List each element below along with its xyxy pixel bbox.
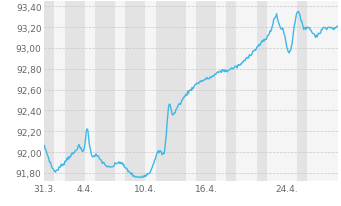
Bar (115, 2, 125, 181)
Bar (297, 2, 307, 181)
Bar (267, 2, 297, 181)
Bar (155, 2, 186, 181)
Bar (196, 2, 216, 181)
Bar (125, 2, 146, 181)
Bar (307, 2, 338, 181)
Bar (226, 2, 236, 181)
Bar (146, 2, 155, 181)
Bar (186, 2, 196, 181)
Bar (95, 2, 115, 181)
Bar (216, 2, 226, 181)
Bar (64, 2, 85, 181)
Bar (85, 2, 95, 181)
Bar (55, 2, 64, 181)
Bar (236, 2, 257, 181)
Bar (257, 2, 267, 181)
Bar (44, 2, 55, 181)
